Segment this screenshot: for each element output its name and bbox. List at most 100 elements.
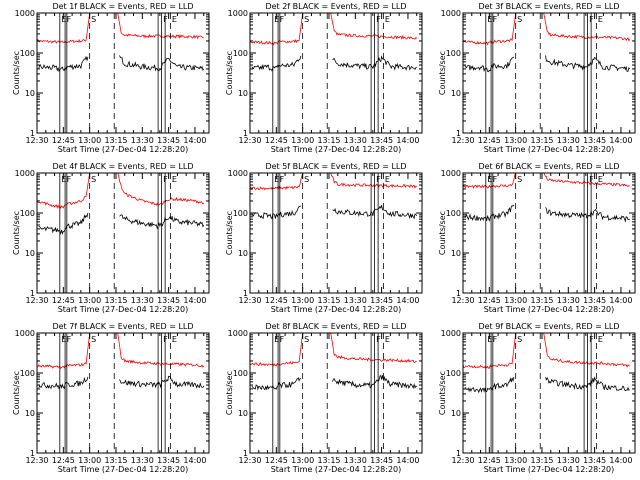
time-marker-label: F xyxy=(163,335,168,344)
x-tick-label: 12:45 xyxy=(478,136,501,145)
y-tick-label: 1 xyxy=(243,449,248,458)
x-tick-label: 12:30 xyxy=(451,136,474,145)
x-tick-label: 13:00 xyxy=(291,296,314,305)
events-series-line-1 xyxy=(251,205,301,220)
x-tick-label: 13:30 xyxy=(557,136,580,145)
events-series-line-1 xyxy=(251,55,302,72)
x-tick-label: 14:00 xyxy=(609,296,632,305)
y-tick-label: 1000 xyxy=(228,169,248,178)
y-tick-label: 100 xyxy=(233,49,248,58)
time-marker-label: E xyxy=(172,335,177,344)
time-marker-label: F xyxy=(589,335,594,344)
time-marker-label: E xyxy=(487,15,492,24)
time-marker-label: F xyxy=(493,175,498,184)
x-tick-label: 13:45 xyxy=(370,136,393,145)
x-tick-label: 13:45 xyxy=(583,136,606,145)
y-tick-label: 1000 xyxy=(441,169,461,178)
y-tick-label: 1000 xyxy=(15,329,35,338)
lld-series-line-1 xyxy=(37,173,91,210)
lld-series-line-2 xyxy=(330,173,417,189)
panel-title: Det 8f BLACK = Events, RED = LLD xyxy=(265,322,406,331)
x-tick-label: 12:30 xyxy=(25,456,48,465)
panel-title: Det 9f BLACK = Events, RED = LLD xyxy=(478,322,619,331)
time-marker-label: E xyxy=(385,335,390,344)
lld-series-line-2 xyxy=(330,333,417,363)
y-tick-label: 1 xyxy=(30,289,35,298)
time-marker-label: E xyxy=(61,175,66,184)
time-marker-label: S xyxy=(517,335,522,344)
events-series-line-1 xyxy=(464,56,515,73)
time-marker-label: S xyxy=(304,335,309,344)
x-tick-label: 13:15 xyxy=(104,136,127,145)
y-tick-label: 1 xyxy=(456,449,461,458)
x-tick-label: 12:45 xyxy=(478,296,501,305)
y-tick-label: 1000 xyxy=(441,329,461,338)
x-axis-label: Start Time (27-Dec-04 12:28:20) xyxy=(271,305,402,314)
time-marker-label: F xyxy=(163,15,168,24)
x-tick-label: 12:30 xyxy=(451,456,474,465)
time-marker-label: F xyxy=(376,15,381,24)
x-tick-label: 13:45 xyxy=(157,136,180,145)
y-tick-label: 1 xyxy=(456,129,461,138)
detector-panel-7: Det 7f BLACK = Events, RED = LLDEFSFE110… xyxy=(12,322,210,474)
x-tick-label: 13:45 xyxy=(583,296,606,305)
time-marker-label: E xyxy=(172,15,177,24)
events-series-line-1 xyxy=(38,376,89,390)
time-marker-label: F xyxy=(280,175,285,184)
time-marker-label: E xyxy=(598,335,603,344)
lld-series-line-2 xyxy=(117,333,205,368)
x-tick-label: 13:15 xyxy=(317,296,340,305)
x-tick-label: 13:30 xyxy=(557,456,580,465)
time-marker-label: S xyxy=(304,15,309,24)
time-marker-label: F xyxy=(493,15,498,24)
x-tick-label: 13:30 xyxy=(131,296,154,305)
lld-series-line-2 xyxy=(543,333,630,368)
x-tick-label: 13:30 xyxy=(557,296,580,305)
plot-frame xyxy=(249,172,423,294)
time-marker-label: F xyxy=(376,175,381,184)
y-axis-label: Counts/sec xyxy=(12,211,21,255)
y-axis-label: Counts/sec xyxy=(12,371,21,415)
x-tick-label: 13:15 xyxy=(317,456,340,465)
time-marker-label: S xyxy=(91,175,96,184)
time-marker-label: E xyxy=(172,175,177,184)
lld-series-line-2 xyxy=(543,173,630,188)
x-tick-label: 14:00 xyxy=(183,136,206,145)
time-marker-label: F xyxy=(280,15,285,24)
lld-series-line-2 xyxy=(117,173,205,206)
lld-series-line-1 xyxy=(463,13,517,46)
y-tick-label: 10 xyxy=(238,89,248,98)
x-tick-label: 14:00 xyxy=(396,296,419,305)
y-tick-label: 1000 xyxy=(228,329,248,338)
time-marker-label: F xyxy=(589,15,594,24)
x-tick-label: 13:00 xyxy=(78,456,101,465)
lld-series-line-1 xyxy=(250,13,304,46)
y-tick-label: 100 xyxy=(233,209,248,218)
x-tick-label: 13:15 xyxy=(104,456,127,465)
time-marker-label: E xyxy=(598,15,603,24)
y-tick-label: 100 xyxy=(20,209,35,218)
lld-series-line-1 xyxy=(37,13,91,44)
x-tick-label: 13:30 xyxy=(344,296,367,305)
y-tick-label: 1 xyxy=(30,449,35,458)
time-marker-label: E xyxy=(487,175,492,184)
x-tick-label: 13:45 xyxy=(157,296,180,305)
x-tick-label: 13:00 xyxy=(78,136,101,145)
time-marker-label: S xyxy=(91,15,96,24)
x-tick-label: 12:45 xyxy=(265,296,288,305)
x-axis-label: Start Time (27-Dec-04 12:28:20) xyxy=(58,305,189,314)
y-tick-label: 1000 xyxy=(228,9,248,18)
y-tick-label: 100 xyxy=(233,369,248,378)
x-tick-label: 14:00 xyxy=(609,136,632,145)
time-marker-label: E xyxy=(487,335,492,344)
panel-title: Det 3f BLACK = Events, RED = LLD xyxy=(478,2,619,11)
time-marker-label: F xyxy=(163,175,168,184)
y-tick-label: 100 xyxy=(446,49,461,58)
time-marker-label: F xyxy=(589,175,594,184)
x-tick-label: 14:00 xyxy=(609,456,632,465)
detector-panel-9: Det 9f BLACK = Events, RED = LLDEFSFE110… xyxy=(438,322,636,474)
time-marker-label: F xyxy=(376,335,381,344)
x-tick-label: 13:00 xyxy=(504,136,527,145)
x-tick-label: 13:30 xyxy=(131,136,154,145)
